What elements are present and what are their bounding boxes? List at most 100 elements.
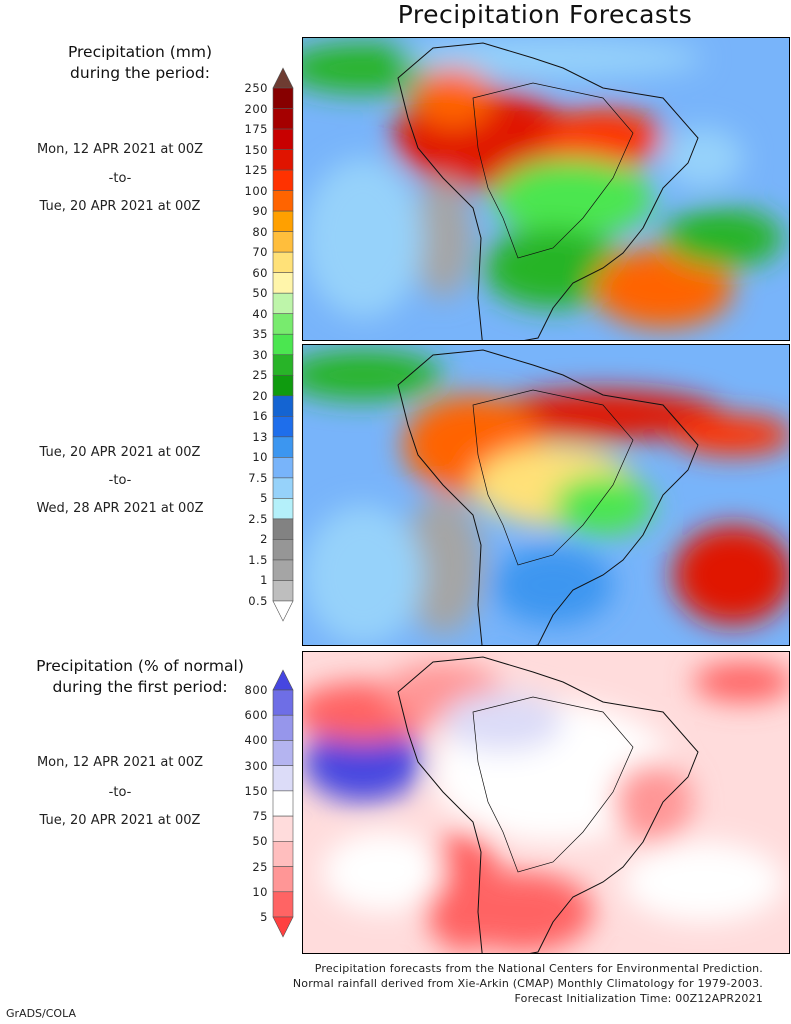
- colorbar-tick-label: 2.5: [248, 511, 268, 526]
- precip-field: [613, 762, 693, 842]
- header-line: Precipitation (% of normal): [36, 657, 244, 675]
- header-line: during the period:: [70, 64, 210, 82]
- precip-field: [673, 415, 789, 455]
- precip-field: [693, 662, 789, 702]
- panel1-header: Precipitation (mm) during the period:: [40, 42, 240, 84]
- colorbar-tick-label: 10: [252, 450, 268, 465]
- precip-field: [663, 128, 743, 188]
- colorbar-tick-label: 150: [244, 783, 268, 798]
- period3-end: Tue, 20 APR 2021 at 00Z: [39, 813, 201, 828]
- precip-field: [423, 832, 503, 952]
- colorbar-over-triangle: [272, 669, 294, 691]
- colorbar-tick-label: 5: [260, 910, 268, 924]
- colorbar-under-triangle: [272, 600, 294, 622]
- precip-field: [413, 178, 473, 298]
- colorbar-tick-label: 5: [260, 491, 268, 506]
- precip-field: [493, 158, 653, 238]
- footer-notes: Precipitation forecasts from the Nationa…: [293, 961, 763, 1006]
- colorbar-tick-label: 250: [244, 81, 268, 95]
- precip-field: [493, 545, 613, 625]
- period2-sep: -to-: [108, 473, 132, 488]
- precip-field: [413, 68, 493, 128]
- country-borders: [472, 696, 634, 873]
- map-percent-normal: [302, 651, 790, 954]
- precip-field: [673, 525, 789, 625]
- colorbar-tick-label: 16: [252, 409, 268, 424]
- colorbar-tick-label: 400: [244, 733, 268, 748]
- colorbar-tick-label: 70: [252, 245, 268, 260]
- colorbar-tick-label: 200: [244, 101, 268, 116]
- continent-outline: [397, 656, 699, 953]
- period2-end: Wed, 28 APR 2021 at 00Z: [36, 501, 204, 516]
- colorbar-tick-label: 50: [252, 834, 268, 849]
- precip-field: [303, 158, 423, 318]
- colorbar-bin: [272, 765, 294, 792]
- continent-outline: [397, 349, 699, 645]
- precip-field: [303, 505, 423, 645]
- colorbar-tick-label: 25: [252, 368, 268, 383]
- colorbar-tick-label: 1: [260, 573, 268, 588]
- precip-field: [403, 495, 483, 635]
- precip-field: [483, 228, 623, 308]
- precip-field: [623, 842, 783, 922]
- precip-field: [303, 350, 443, 400]
- period2-start: Tue, 20 APR 2021 at 00Z: [39, 445, 201, 460]
- period3-start: Mon, 12 APR 2021 at 00Z: [36, 755, 204, 770]
- period1-start: Mon, 12 APR 2021 at 00Z: [36, 142, 204, 157]
- header-line: during the first period:: [52, 678, 228, 696]
- header-line: Precipitation (mm): [67, 43, 213, 61]
- colorbar-bin: [272, 714, 294, 741]
- period1-end: Tue, 20 APR 2021 at 00Z: [39, 199, 201, 214]
- grads-credit: GrADS/COLA: [6, 1007, 76, 1020]
- precip-field: [483, 390, 723, 440]
- colorbar-bin: [272, 841, 294, 867]
- colorbar-tick-label: 300: [244, 758, 268, 773]
- precip-field: [553, 475, 653, 535]
- colorbar-tick-label: 60: [252, 265, 268, 280]
- colorbar-under-triangle: [272, 916, 294, 938]
- colorbar-tick-label: 0.5: [248, 594, 268, 608]
- colorbar-tick-label: 80: [252, 224, 268, 239]
- precip-field: [403, 38, 703, 78]
- colorbar-tick-label: 75: [252, 809, 268, 824]
- country-borders: [472, 389, 634, 566]
- colorbar-tick-label: 90: [252, 204, 268, 219]
- country-borders: [472, 82, 634, 259]
- footer-line: Normal rainfall derived from Xie-Arkin (…: [292, 977, 763, 990]
- page-title: Precipitation Forecasts: [397, 0, 693, 29]
- period1-sep: -to-: [108, 171, 132, 186]
- precip-field: [323, 832, 443, 912]
- colorbar-tick-label: 125: [244, 163, 268, 178]
- colorbar-bin: [272, 815, 294, 842]
- period3-sep: -to-: [108, 785, 132, 800]
- colorbar-mm: 250 200 175 150 125 100 90 80 70 60 50 40 35 30 25 20 16…: [0, 0, 300, 640]
- precip-field: [443, 692, 563, 752]
- colorbar-tick-label: 50: [252, 286, 268, 301]
- colorbar-percent: 800 600 400 300 150 75 50 25 10 5: [0, 0, 300, 960]
- colorbar-tick-label: 13: [252, 429, 268, 444]
- panel3-header: Precipitation (% of normal) during the f…: [10, 656, 270, 698]
- colorbar-bin: [272, 689, 294, 716]
- map-period2: [302, 344, 790, 646]
- colorbar-tick-label: 25: [252, 859, 268, 874]
- colorbar-tick-label: 35: [252, 327, 268, 342]
- continent-outline: [397, 42, 699, 340]
- footer-line: Forecast Initialization Time: 00Z12APR20…: [514, 992, 763, 1005]
- colorbar-bin: [272, 790, 294, 817]
- colorbar-tick-label: 100: [244, 183, 268, 198]
- colorbar-tick-label: 10: [252, 884, 268, 899]
- precip-field: [663, 208, 783, 268]
- map-period1: [302, 37, 790, 341]
- colorbar-tick-label: 600: [244, 708, 268, 723]
- colorbar-tick-label: 20: [252, 388, 268, 403]
- colorbar-tick-label: 40: [252, 306, 268, 321]
- colorbar-tick-label: 30: [252, 347, 268, 362]
- footer-line: Precipitation forecasts from the Nationa…: [314, 962, 763, 975]
- precip-field: [543, 108, 663, 168]
- colorbar-bin: [272, 740, 294, 766]
- colorbar-tick-label: 1.5: [248, 552, 268, 567]
- colorbar-bin: [272, 891, 294, 918]
- colorbar-bin: [272, 866, 294, 893]
- precip-field: [593, 248, 733, 328]
- colorbar-tick-label: 175: [244, 122, 268, 137]
